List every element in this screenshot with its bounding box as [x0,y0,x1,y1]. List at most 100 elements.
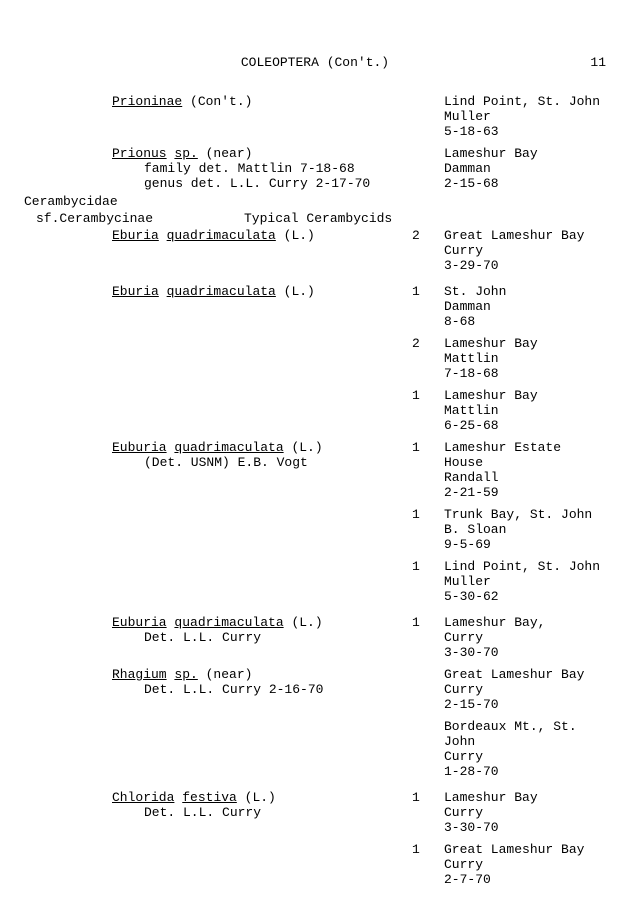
species-name-2: festiva [182,790,237,805]
location: St. John [444,284,606,299]
date: 3-30-70 [444,820,606,835]
location: Lameshur Bay [444,388,606,403]
count: 2 [412,336,444,381]
date: 2-21-59 [444,485,606,500]
collector: Curry [444,243,606,258]
species-name-2: quadrimaculata [167,284,276,299]
species-entry: 1 Trunk Bay, St. John B. Sloan 9-5-69 [24,507,606,552]
species-name-2: quadrimaculata [174,615,283,630]
collector: Curry [444,857,606,872]
count: 2 [412,228,444,273]
species-entry: 1 Lind Point, St. John Muller 5-30-62 [24,559,606,604]
count: 1 [412,842,444,887]
location: Lind Point, St. John [444,559,606,574]
count: 1 [412,507,444,552]
collector: Randall [444,470,606,485]
species-entry: Eburia quadrimaculata (L.) 1 St. John Da… [24,284,606,329]
species-name: Chlorida [112,790,174,805]
location: Bordeaux Mt., St. John [444,719,606,749]
species-tail: (near) [198,146,253,161]
species-entry: Prionus sp. (near) family det. Mattlin 7… [24,146,606,191]
collector: B. Sloan [444,522,606,537]
family-label: Cerambycidae [24,194,606,209]
count [412,719,444,779]
location: Lameshur Bay [444,146,606,161]
date: 5-18-63 [444,124,606,139]
count: 1 [412,559,444,604]
count [412,667,444,712]
collector: Muller [444,109,606,124]
location: Lameshur Bay, [444,615,606,630]
det-note: Det. L.L. Curry 2-16-70 [112,682,412,697]
det-note: (Det. USNM) E.B. Vogt [112,455,412,470]
species-entry: Rhagium sp. (near) Det. L.L. Curry 2-16-… [24,667,606,712]
species-name: Eburia [112,284,159,299]
page-title: COLEOPTERA (Con't.) [24,55,606,70]
date: 2-15-70 [444,697,606,712]
count: 1 [412,615,444,660]
date: 2-7-70 [444,872,606,887]
species-entry: Euburia quadrimaculata (L.) Det. L.L. Cu… [24,615,606,660]
det-note: Det. L.L. Curry [112,630,412,645]
species-entry: 2 Lameshur Bay Mattlin 7-18-68 [24,336,606,381]
species-name: Euburia [112,440,167,455]
page-number: 11 [590,55,606,70]
species-entry: Bordeaux Mt., St. John Curry 1-28-70 [24,719,606,779]
collector: Muller [444,574,606,589]
species-name-2: quadrimaculata [174,440,283,455]
species-tail: (Con't.) [182,94,252,109]
species-entry: Prioninae (Con't.) Lind Point, St. John … [24,94,606,139]
collector: Curry [444,805,606,820]
species-name: Prioninae [112,94,182,109]
date: 9-5-69 [444,537,606,552]
location: Great Lameshur Bay [444,667,606,682]
location: Lameshur Estate House [444,440,606,470]
location: Trunk Bay, St. John [444,507,606,522]
count: 1 [412,284,444,329]
date: 2-15-68 [444,176,606,191]
collector: Mattlin [444,351,606,366]
count [412,146,444,191]
date: 3-29-70 [444,258,606,273]
location: Great Lameshur Bay [444,842,606,857]
species-name: Euburia [112,615,167,630]
count: 1 [412,440,444,500]
species-tail: (L.) [276,284,315,299]
subfamily-label: sf.Cerambycinae [24,211,244,226]
date: 1-28-70 [444,764,606,779]
species-tail: (near) [198,667,253,682]
species-entry: 1 Lameshur Bay Mattlin 6-25-68 [24,388,606,433]
species-name: Eburia [112,228,159,243]
species-tail: (L.) [276,228,315,243]
location: Lameshur Bay [444,336,606,351]
collector: Mattlin [444,403,606,418]
location: Great Lameshur Bay [444,228,606,243]
collector: Damman [444,161,606,176]
date: 7-18-68 [444,366,606,381]
collector: Curry [444,682,606,697]
date: 6-25-68 [444,418,606,433]
location: Lameshur Bay [444,790,606,805]
date: 5-30-62 [444,589,606,604]
species-name-2: sp. [174,667,197,682]
location: Lind Point, St. John [444,94,606,109]
count: 1 [412,388,444,433]
species-tail: (L.) [284,615,323,630]
species-tail: (L.) [284,440,323,455]
species-entry: Euburia quadrimaculata (L.) (Det. USNM) … [24,440,606,500]
count: 1 [412,790,444,835]
species-name-2: quadrimaculata [167,228,276,243]
subfamily-desc: Typical Cerambycids [244,211,392,226]
species-entry: Eburia quadrimaculata (L.) 2 Great Lames… [24,228,606,273]
species-tail: (L.) [237,790,276,805]
date: 3-30-70 [444,645,606,660]
det-note: Det. L.L. Curry [112,805,412,820]
det-note: genus det. L.L. Curry 2-17-70 [112,176,412,191]
collector: Damman [444,299,606,314]
date: 8-68 [444,314,606,329]
species-entry: 1 Great Lameshur Bay Curry 2-7-70 [24,842,606,887]
det-note: family det. Mattlin 7-18-68 [112,161,412,176]
count [412,94,444,139]
species-name: Prionus [112,146,167,161]
species-name-2: sp. [174,146,197,161]
